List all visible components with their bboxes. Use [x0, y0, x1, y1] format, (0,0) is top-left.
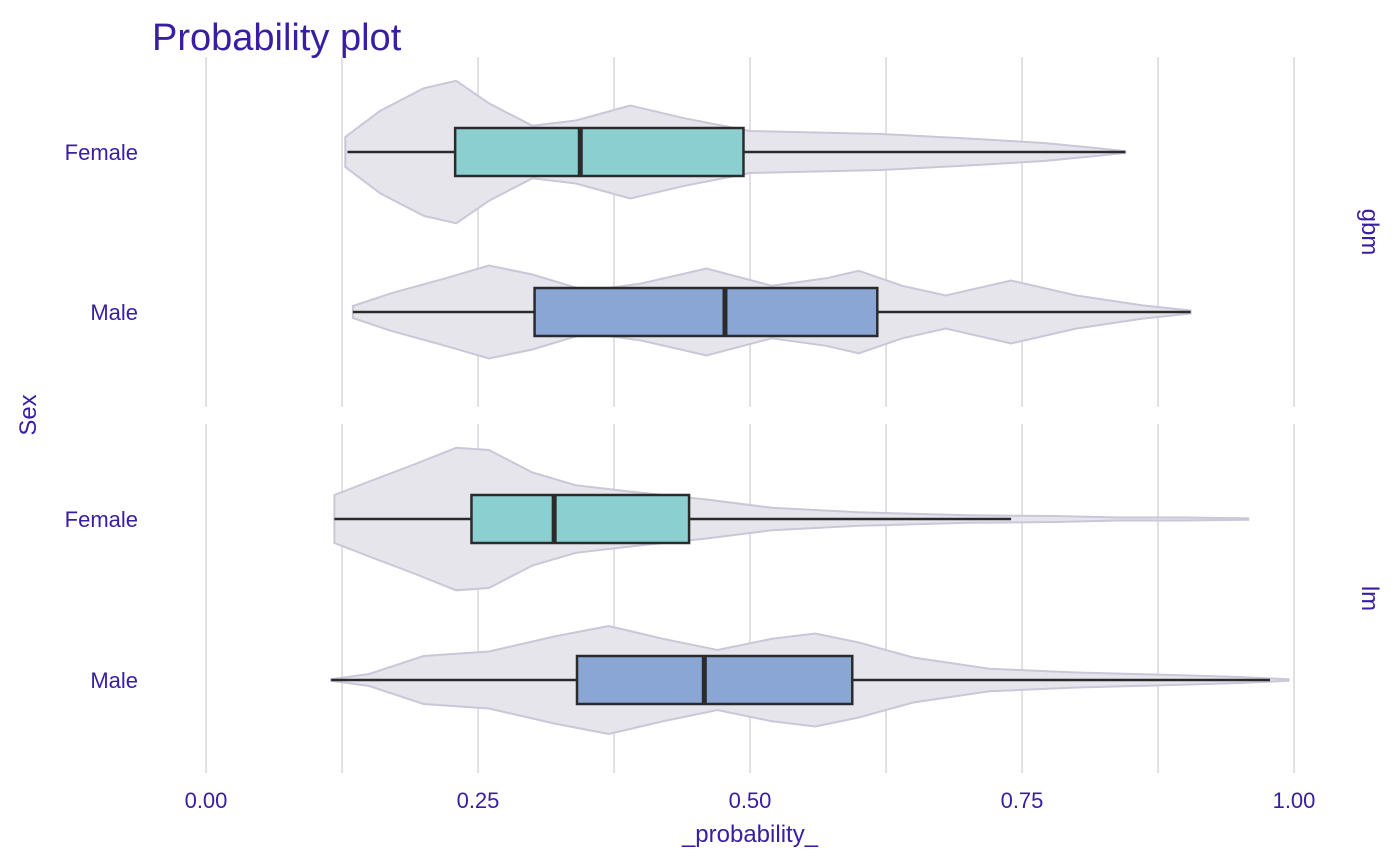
y-axis-title: Sex: [15, 394, 42, 435]
iqr-box: [533, 286, 879, 338]
panel-gbm: gbm Female Male: [65, 57, 1383, 407]
group-gbm-male: Male: [90, 264, 1192, 360]
y-tick-label: Male: [90, 668, 138, 693]
panels: gbm Female Male lm Female Male: [65, 57, 1383, 773]
y-tick-label: Female: [65, 140, 138, 165]
chart-title: Probability plot: [152, 17, 402, 59]
x-tick-label: 0.00: [185, 788, 228, 813]
group-lm-female: Female: [65, 446, 1250, 592]
facet-label-lm: lm: [1356, 586, 1383, 611]
x-axis-title: _probability_: [681, 821, 819, 848]
y-tick-label: Male: [90, 300, 138, 325]
x-tick-label: 0.25: [457, 788, 500, 813]
x-axis-ticks: 0.00 0.25 0.50 0.75 1.00: [185, 788, 1316, 813]
iqr-box: [453, 126, 745, 178]
x-tick-label: 0.75: [1001, 788, 1044, 813]
iqr-box: [470, 493, 691, 545]
group-lm-male: Male: [90, 624, 1290, 736]
y-tick-label: Female: [65, 507, 138, 532]
x-tick-label: 0.50: [729, 788, 772, 813]
group-gbm-female: Female: [65, 79, 1127, 225]
panel-lm: lm Female Male: [65, 424, 1383, 773]
iqr-box: [575, 654, 854, 706]
facet-label-gbm: gbm: [1356, 209, 1383, 256]
x-tick-label: 1.00: [1273, 788, 1316, 813]
